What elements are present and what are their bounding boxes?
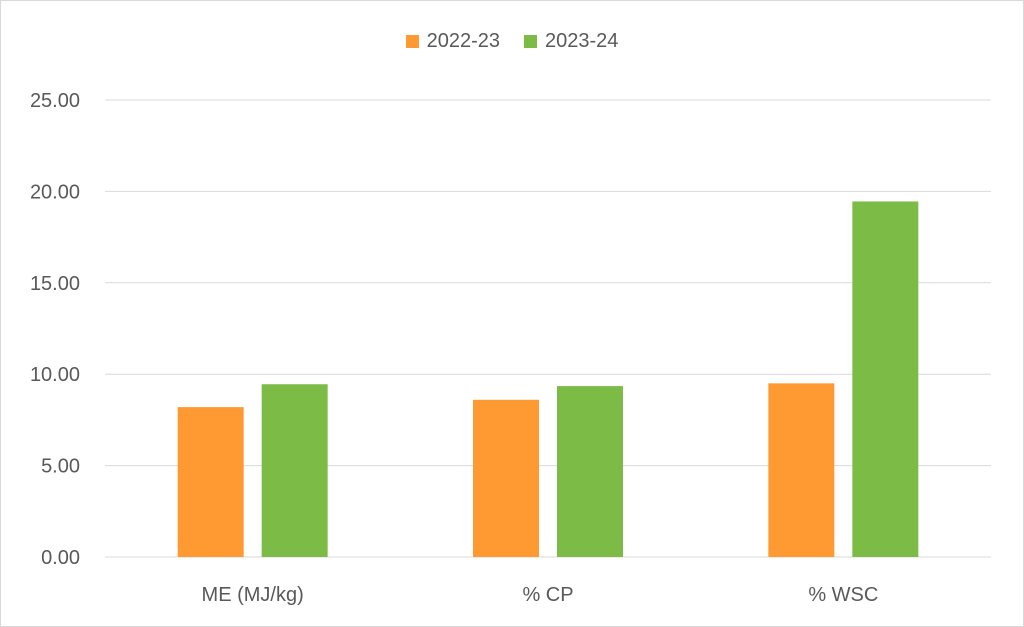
legend-label-2023-24: 2023-24: [545, 30, 619, 52]
bar-2023-24-2: [852, 201, 919, 558]
y-tick-label: 0.00: [41, 547, 80, 569]
y-tick-label: 25.00: [30, 90, 80, 112]
x-tick-label: % CP: [522, 584, 573, 606]
x-tick-label: ME (MJ/kg): [202, 584, 304, 606]
y-tick-label: 20.00: [30, 181, 80, 203]
bar-2022-23-0: [177, 407, 244, 557]
bars: [177, 201, 919, 558]
bar-2022-23-1: [473, 399, 539, 557]
y-axis: 0.00 5.00 10.00 15.00 20.00 25.00: [30, 90, 80, 569]
bar-2023-24-1: [557, 386, 623, 557]
y-tick-label: 5.00: [41, 456, 80, 478]
y-tick-label: 10.00: [30, 364, 80, 386]
legend-label-2022-23: 2022-23: [426, 30, 500, 52]
x-axis: ME (MJ/kg) % CP % WSC: [202, 584, 879, 606]
legend-swatch-2023-24: [524, 35, 537, 48]
legend-item-2023-24: 2023-24: [524, 30, 618, 53]
legend-swatch-2022-23: [405, 35, 419, 48]
bar-2023-24-0: [261, 384, 328, 557]
x-tick-label: % WSC: [808, 584, 878, 606]
gridlines: [105, 99, 991, 558]
y-tick-label: 15.00: [30, 273, 80, 295]
bar-2022-23-2: [768, 383, 835, 557]
legend-item-2022-23: 2022-23: [405, 30, 500, 53]
legend: 2022-23 2023-24: [0, 30, 1024, 53]
